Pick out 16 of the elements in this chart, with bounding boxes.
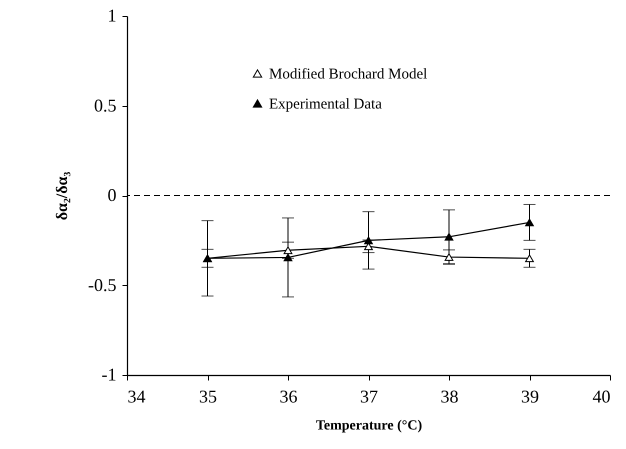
x-tick-label: 36 bbox=[280, 386, 298, 406]
y-tick-label: -1 bbox=[102, 364, 116, 384]
x-axis-title: Temperature (°C) bbox=[316, 418, 422, 434]
x-tick-label: 37 bbox=[360, 386, 378, 406]
x-tick-label: 38 bbox=[440, 386, 458, 406]
x-tick-label: 40 bbox=[592, 386, 610, 406]
y-tick-label: 1 bbox=[108, 6, 116, 26]
legend-label: Experimental Data bbox=[269, 96, 382, 112]
x-tick-label: 35 bbox=[199, 386, 217, 406]
legend-label: Modified Brochard Model bbox=[269, 66, 428, 82]
y-axis-title: δα₂/δα₃ bbox=[54, 172, 72, 220]
x-tick-label: 34 bbox=[128, 386, 146, 406]
y-tick-label: -0.5 bbox=[88, 274, 116, 295]
y-tick-label: 0.5 bbox=[94, 95, 116, 116]
x-tick-label: 39 bbox=[521, 386, 539, 406]
y-tick-label: 0 bbox=[108, 185, 116, 205]
